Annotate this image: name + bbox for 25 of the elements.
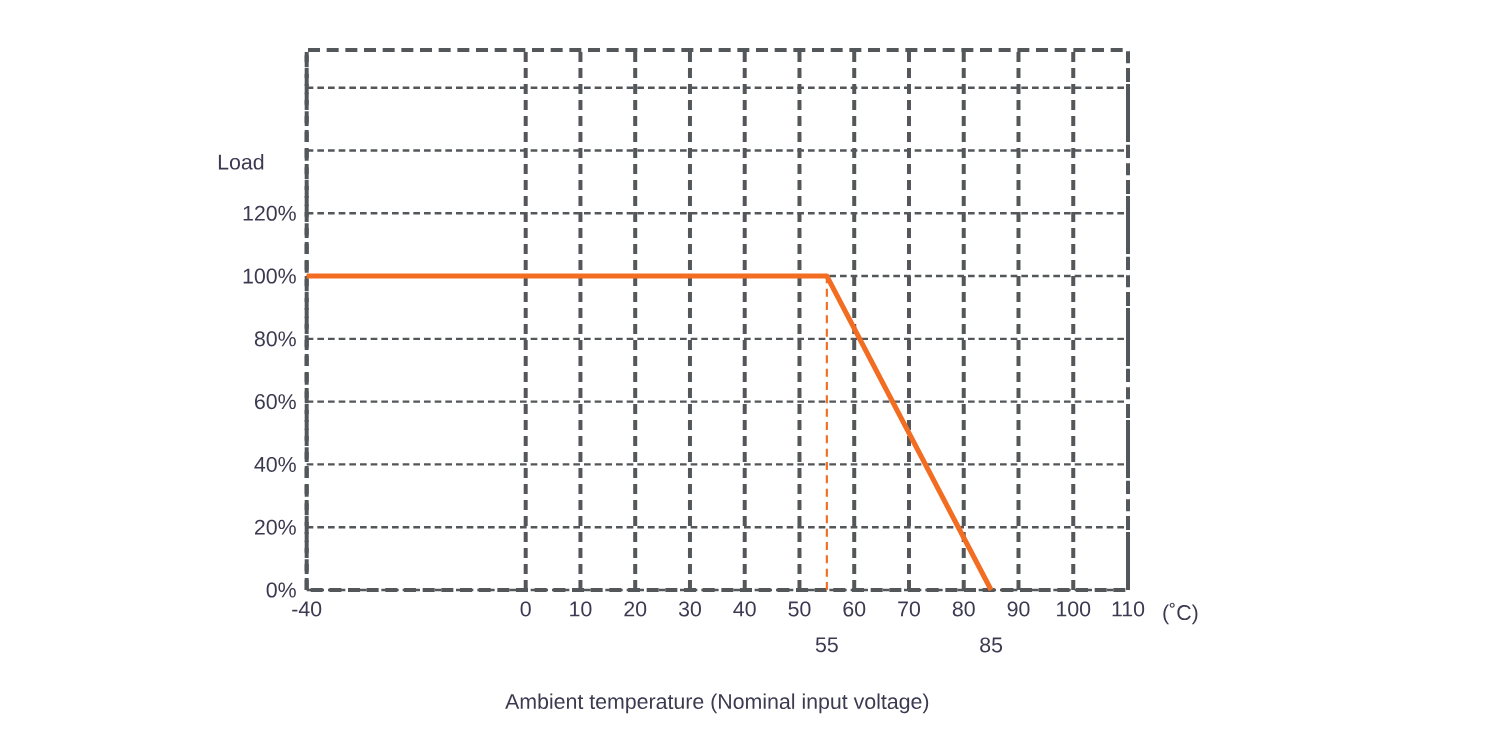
x-tick-label: 50 [788,601,811,617]
x-tick-label: -40 [292,601,322,617]
x-tick-label: 40 [733,601,756,617]
x-tick-label: 20 [624,601,647,617]
y-tick-label: 120% [243,205,296,221]
y-tick-label: 80% [254,331,296,347]
annotation: 85 [980,637,1003,653]
x-tick-label: 110 [1112,601,1145,617]
y-tick-label: 20% [254,519,296,535]
x-tick-label: 100 [1057,601,1091,617]
x-tick-label: 30 [678,601,701,617]
x-tick-label: 70 [898,601,920,617]
text: (˚C) [1163,602,1198,625]
y-tick-label: 60% [255,394,296,410]
y-tick-label: 100% [243,268,296,284]
y-tick-label: 40% [254,456,296,472]
x-tick-label: 90 [1007,601,1030,617]
x-axis-title: Ambient temperature (Nominal input voltage) [505,693,929,714]
y-tick-label: 0% [266,582,296,598]
x-tick-label: 80 [952,601,975,617]
y-axis-title: Load [218,153,264,170]
annotation: 55 [815,637,838,653]
x-tick-label: 60 [843,601,866,617]
x-tick-label: 10 [570,601,592,617]
x-tick-label: 0 [520,601,531,617]
